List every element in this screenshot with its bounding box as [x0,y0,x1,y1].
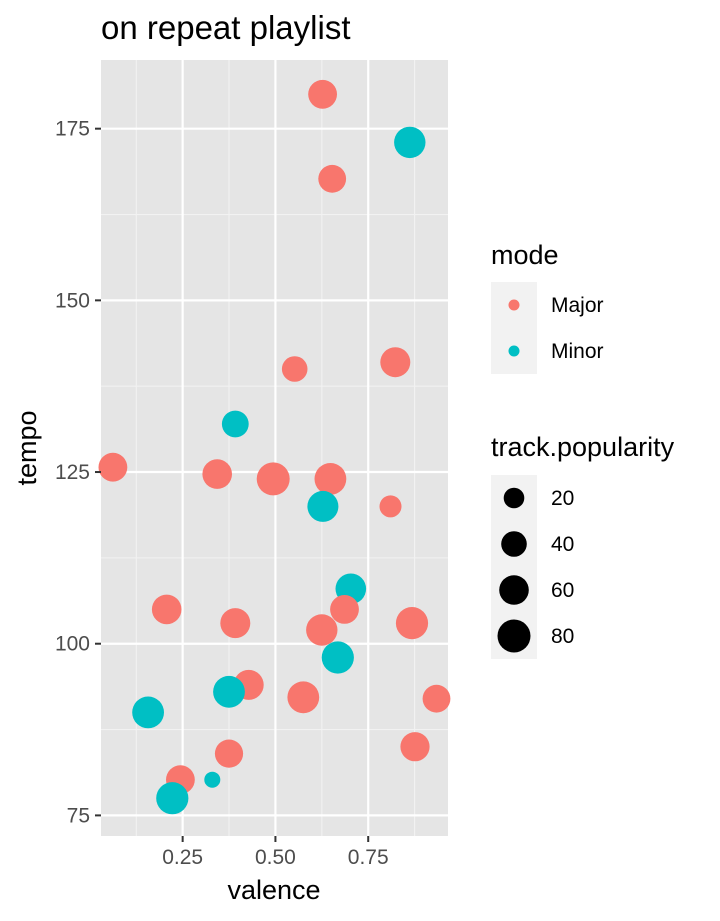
y-tick-label: 175 [55,118,90,141]
legend-label: 60 [551,579,574,602]
legend-size-swatch [499,575,529,605]
legend-popularity: track.popularity 20 40 60 80 [491,432,675,659]
data-point [213,675,245,708]
y-axis: 75 100 125 150 175 [55,118,101,827]
legend-label: 20 [551,487,574,510]
y-tick-label: 125 [55,461,90,484]
legend-popularity-title: track.popularity [491,432,675,462]
legend-color-swatch [508,345,520,357]
data-point [98,452,128,482]
grid-minor [101,60,448,836]
legend-label: 80 [551,625,574,648]
data-point [395,607,429,640]
legend-size-swatch [503,487,525,509]
data-points [98,79,451,815]
legend-label: Minor [551,340,604,363]
legend-mode: mode Major Minor [491,240,604,374]
data-point [202,459,232,489]
y-axis-title: tempo [12,410,42,485]
data-point [321,641,354,674]
y-tick-label: 150 [55,289,90,312]
data-point [220,608,251,639]
data-point [156,782,189,815]
data-point [394,126,426,159]
legend-label: 40 [551,533,574,556]
chart-title: on repeat playlist [101,9,350,46]
y-tick-label: 75 [67,804,90,827]
data-point [256,462,290,496]
x-axis: 0.25 0.50 0.75 [162,836,389,869]
y-tick-label: 100 [55,633,90,656]
data-point [330,595,359,624]
x-tick-label: 0.50 [255,846,296,869]
legend-size-swatch [501,531,527,557]
x-tick-label: 0.25 [162,846,203,869]
legend-mode-title: mode [491,240,559,270]
data-point [287,681,320,714]
data-point [307,490,339,522]
x-axis-title: valence [227,875,320,905]
data-point [306,614,338,646]
data-point [132,696,165,729]
x-tick-label: 0.75 [348,846,389,869]
legend-color-swatch [508,299,520,311]
legend-label: Major [551,294,604,317]
data-point [400,732,430,762]
data-point [380,347,411,378]
data-point [314,463,347,495]
legend-size-swatch [497,619,531,653]
data-point [214,739,244,768]
data-point [308,79,337,109]
data-point [422,684,451,713]
data-point [379,495,402,518]
data-point [281,356,308,382]
data-point [221,410,249,438]
data-point [151,594,182,625]
data-point [318,164,347,193]
data-point [204,771,221,788]
